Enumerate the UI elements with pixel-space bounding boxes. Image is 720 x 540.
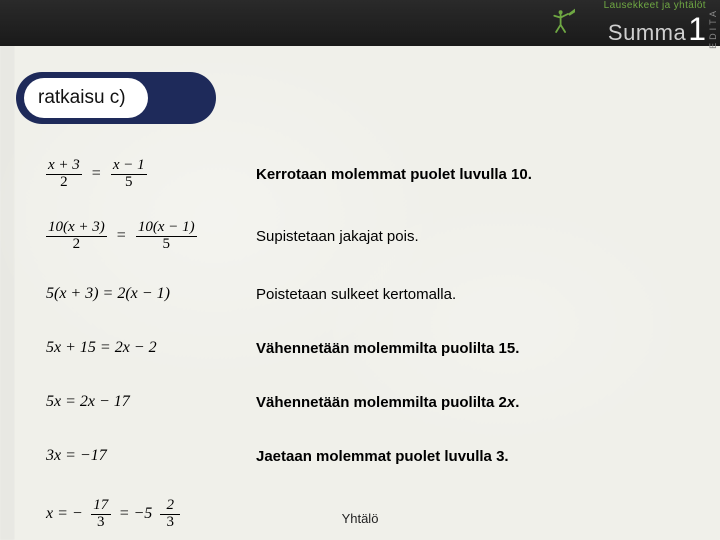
brand-logo: EDITA xyxy=(546,3,586,43)
brand: Summa 1 xyxy=(608,13,706,46)
step-explain: Poistetaan sulkeet kertomalla. xyxy=(256,286,696,303)
step-row: 10(x + 3) 2 = 10(x − 1) 5 Supistetaan ja… xyxy=(36,208,696,264)
step-explain: Vähennetään molemmilta puolilta 15. xyxy=(256,340,696,357)
numerator: 10(x − 1) xyxy=(136,220,197,236)
step-explain: Kerrotaan molemmat puolet luvulla 10. xyxy=(256,166,696,183)
footer-label: Yhtälö xyxy=(0,511,720,526)
step-explain: Jaetaan molemmat puolet luvulla 3. xyxy=(256,448,696,465)
step-row: 3x = −17 Jaetaan molemmat puolet luvulla… xyxy=(36,432,696,480)
steps-area: x + 3 2 = x − 1 5 Kerrotaan molemmat puo… xyxy=(36,146,696,540)
tagline: Lausekkeet ja yhtälöt xyxy=(604,0,706,11)
step-explain: Supistetaan jakajat pois. xyxy=(256,228,696,245)
step-row: 5x + 15 = 2x − 2 Vähennetään molemmilta … xyxy=(36,324,696,372)
step-explain-italic: x xyxy=(507,394,515,411)
brand-number: 1 xyxy=(688,13,706,45)
fraction: 10(x + 3) 2 xyxy=(46,220,107,253)
denominator: 5 xyxy=(123,175,135,191)
denominator: 2 xyxy=(58,175,70,191)
step-explain: Vähennetään molemmilta puolilta 2x. xyxy=(256,394,696,411)
fraction: x + 3 2 xyxy=(46,158,82,191)
numerator: x + 3 xyxy=(46,158,82,174)
numerator: x − 1 xyxy=(111,158,147,174)
top-bar: EDITA Lausekkeet ja yhtälöt Summa 1 xyxy=(0,0,720,46)
equals-sign: = xyxy=(90,165,103,183)
edita-label: EDITA xyxy=(708,8,718,49)
brand-name: Summa xyxy=(608,20,686,46)
equation: 5(x + 3) = 2(x − 1) xyxy=(36,285,256,303)
step-row: 5x = 2x − 17 Vähennetään molemmilta puol… xyxy=(36,378,696,426)
section-pill-label: ratkaisu c) xyxy=(24,78,148,118)
fraction: 10(x − 1) 5 xyxy=(136,220,197,253)
equation: 3x = −17 xyxy=(36,447,256,465)
equation: 10(x + 3) 2 = 10(x − 1) 5 xyxy=(36,220,256,253)
step-explain-text: Vähennetään molemmilta puolilta 2 xyxy=(256,394,507,411)
denominator: 5 xyxy=(160,237,172,253)
step-explain-tail: . xyxy=(515,394,519,411)
step-row: 5(x + 3) = 2(x − 1) Poistetaan sulkeet k… xyxy=(36,270,696,318)
equation: 5x = 2x − 17 xyxy=(36,393,256,411)
equation: 5x + 15 = 2x − 2 xyxy=(36,339,256,357)
equals-sign: = xyxy=(115,227,128,245)
fraction: x − 1 5 xyxy=(111,158,147,191)
section-pill: ratkaisu c) xyxy=(16,72,216,124)
step-row: x + 3 2 = x − 1 5 Kerrotaan molemmat puo… xyxy=(36,146,696,202)
denominator: 2 xyxy=(71,237,83,253)
numerator: 10(x + 3) xyxy=(46,220,107,236)
equation: x + 3 2 = x − 1 5 xyxy=(36,158,256,191)
